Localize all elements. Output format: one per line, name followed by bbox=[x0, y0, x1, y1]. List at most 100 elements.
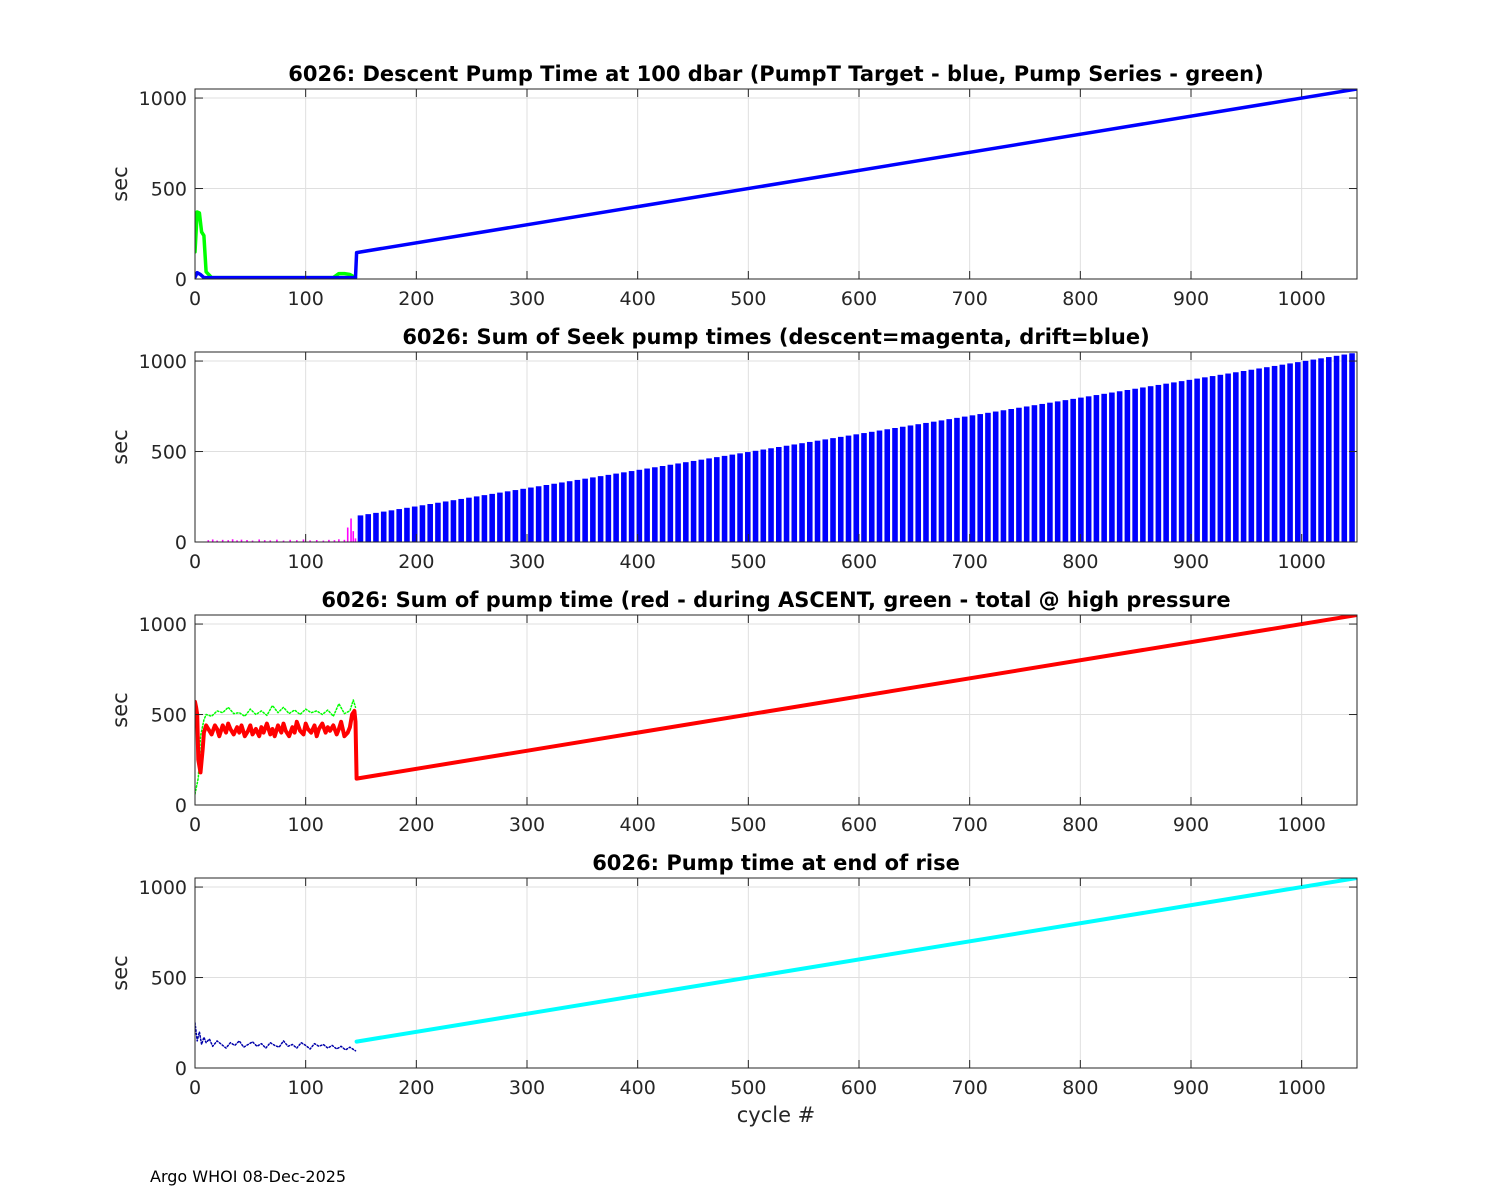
data-layer bbox=[195, 878, 1357, 1052]
drift-bar bbox=[1023, 406, 1030, 542]
x-tick-label: 100 bbox=[288, 1077, 324, 1099]
y-axis-label: sec bbox=[108, 692, 132, 727]
drift-bar bbox=[1217, 374, 1224, 542]
x-tick-label: 1000 bbox=[1277, 814, 1325, 836]
chart-title: 6026: Sum of pump time (red - during ASC… bbox=[321, 588, 1230, 612]
drift-bar bbox=[1287, 363, 1293, 542]
drift-bar bbox=[1140, 387, 1146, 542]
drift-bar bbox=[884, 429, 891, 542]
drift-bar bbox=[559, 482, 565, 542]
drift-bar bbox=[1016, 407, 1022, 542]
x-tick-label: 0 bbox=[189, 551, 201, 573]
data-layer bbox=[195, 615, 1357, 795]
descent-bar bbox=[227, 540, 229, 542]
drift-bar bbox=[938, 420, 945, 542]
descent-bar bbox=[302, 539, 305, 542]
drift-bar bbox=[644, 468, 650, 542]
descent-bar bbox=[231, 539, 234, 542]
descent-bar bbox=[263, 540, 266, 542]
descent-bar bbox=[296, 540, 298, 542]
drift-bar bbox=[1271, 365, 1278, 542]
drift-bar bbox=[621, 472, 627, 542]
descent-bar bbox=[276, 539, 278, 542]
drift-bar bbox=[1093, 395, 1100, 542]
drift-bar bbox=[1349, 353, 1355, 542]
drift-bar bbox=[1070, 398, 1076, 542]
drift-bar bbox=[690, 460, 697, 542]
x-tick-label: 0 bbox=[189, 1077, 201, 1099]
axes-box bbox=[194, 88, 1358, 280]
x-tick-label: 700 bbox=[952, 288, 988, 310]
drift-bar bbox=[783, 445, 790, 542]
x-tick-label: 600 bbox=[841, 551, 877, 573]
drift-bar bbox=[1155, 384, 1162, 542]
descent-bar bbox=[236, 540, 238, 542]
drift-bar bbox=[1109, 392, 1115, 542]
drift-bar bbox=[411, 506, 418, 542]
drift-bar bbox=[876, 430, 883, 542]
drift-bar bbox=[1225, 373, 1231, 542]
descent-bar bbox=[315, 540, 318, 542]
x-tick-label: 700 bbox=[952, 551, 988, 573]
x-tick-label: 700 bbox=[952, 1077, 988, 1099]
chart-title: 6026: Sum of Seek pump times (descent=ma… bbox=[402, 325, 1149, 349]
drift-bar bbox=[946, 419, 953, 542]
x-tick-label: 200 bbox=[398, 288, 434, 310]
x-tick-label: 1000 bbox=[1277, 1077, 1325, 1099]
drift-bar bbox=[799, 443, 805, 542]
drift-bar bbox=[566, 481, 573, 542]
drift-bar bbox=[760, 449, 767, 542]
descent-bar bbox=[350, 518, 352, 542]
drift-bar bbox=[776, 447, 782, 542]
drift-bar bbox=[388, 510, 395, 542]
drift-bar bbox=[396, 509, 402, 542]
series-line-early bbox=[195, 1022, 357, 1052]
y-tick-label: 0 bbox=[175, 795, 187, 817]
drift-bar bbox=[613, 473, 619, 542]
chart-title: 6026: Descent Pump Time at 100 dbar (Pum… bbox=[288, 62, 1263, 86]
axes-box bbox=[194, 351, 1358, 543]
drift-bar bbox=[706, 458, 712, 542]
x-tick-label: 900 bbox=[1173, 814, 1209, 836]
drift-bar bbox=[520, 488, 526, 542]
drift-bar bbox=[814, 440, 821, 542]
y-tick-label: 500 bbox=[151, 179, 187, 201]
drift-bar bbox=[1295, 362, 1301, 542]
drift-bar bbox=[768, 448, 774, 542]
drift-bar bbox=[830, 438, 836, 542]
x-tick-label: 0 bbox=[189, 814, 201, 836]
data-layer bbox=[207, 353, 1355, 542]
x-tick-label: 300 bbox=[509, 551, 545, 573]
drift-bar bbox=[1326, 357, 1332, 542]
descent-bar bbox=[216, 540, 218, 542]
drift-bar bbox=[1054, 401, 1061, 542]
drift-bar bbox=[899, 426, 906, 542]
descent-bar bbox=[221, 539, 224, 542]
drift-bar bbox=[528, 487, 534, 542]
drift-bar bbox=[1240, 371, 1247, 542]
drift-bar bbox=[590, 477, 596, 542]
descent-bar bbox=[333, 540, 336, 542]
drift-bar bbox=[450, 500, 457, 542]
drift-bar bbox=[1202, 377, 1208, 542]
drift-bar bbox=[1333, 355, 1340, 542]
descent-bar bbox=[207, 540, 210, 542]
drift-bar bbox=[892, 428, 898, 542]
drift-bar bbox=[659, 466, 666, 542]
drift-bar bbox=[365, 514, 372, 542]
drift-bar bbox=[582, 478, 588, 542]
drift-bar bbox=[1248, 369, 1255, 542]
x-tick-label: 500 bbox=[730, 1077, 766, 1099]
y-tick-label: 1000 bbox=[139, 88, 187, 110]
drift-bar bbox=[1031, 405, 1038, 542]
drift-bar bbox=[497, 492, 503, 542]
descent-bar bbox=[328, 539, 330, 542]
x-tick-label: 800 bbox=[1062, 288, 1098, 310]
drift-bar bbox=[907, 425, 914, 542]
drift-bar bbox=[1147, 386, 1154, 542]
x-tick-label: 300 bbox=[509, 814, 545, 836]
x-tick-label: 600 bbox=[841, 1077, 877, 1099]
drift-bar bbox=[1008, 409, 1014, 542]
x-tick-label: 400 bbox=[620, 814, 656, 836]
descent-bar bbox=[246, 540, 248, 542]
